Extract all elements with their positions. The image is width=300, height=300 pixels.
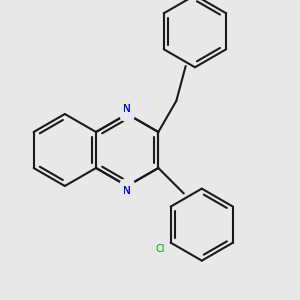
Text: N: N: [123, 104, 131, 115]
Text: Cl: Cl: [155, 244, 165, 254]
Text: N: N: [123, 185, 131, 196]
Circle shape: [120, 178, 135, 194]
Text: N: N: [123, 104, 131, 115]
Text: N: N: [123, 185, 131, 196]
Circle shape: [120, 106, 135, 122]
